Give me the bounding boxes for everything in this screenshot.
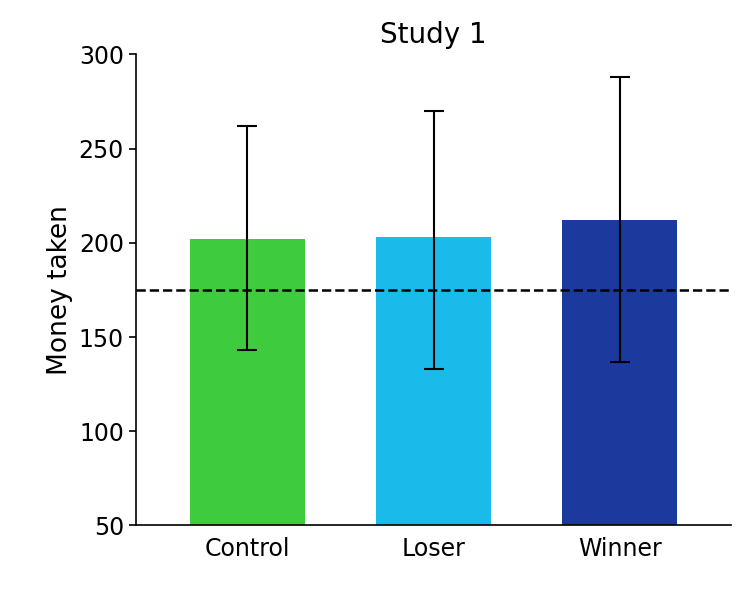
Bar — [562, 220, 677, 525]
Title: Study 1: Study 1 — [380, 21, 487, 50]
Bar — [375, 237, 492, 525]
Bar — [190, 239, 305, 525]
Y-axis label: Money taken: Money taken — [47, 205, 73, 375]
